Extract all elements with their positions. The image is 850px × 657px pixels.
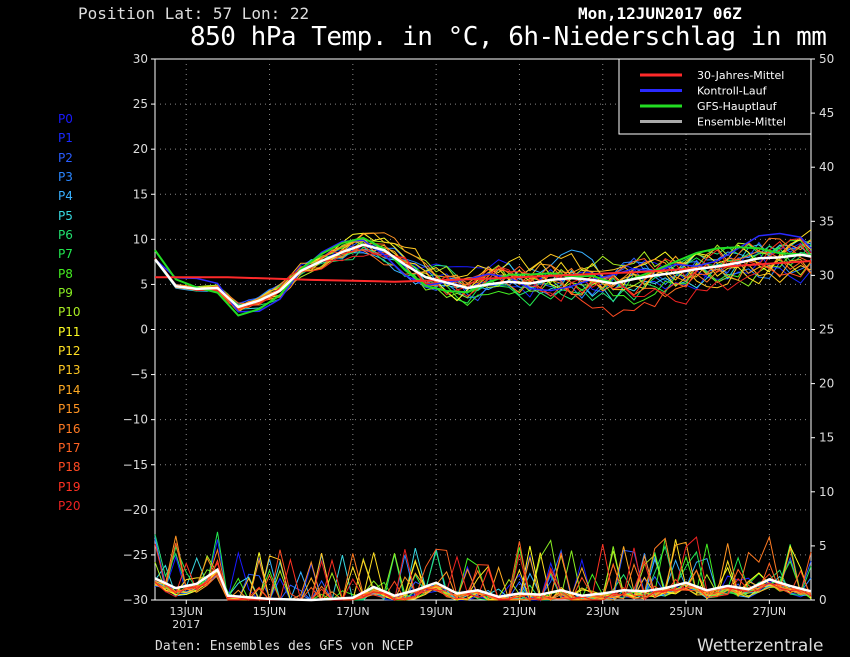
member-label: P7: [58, 247, 73, 262]
legend-label: Ensemble-Mittel: [697, 116, 786, 129]
member-label: P2: [58, 150, 73, 165]
y-right-tick-label: 50: [819, 52, 834, 66]
x-tick-label: 19JUN: [419, 605, 453, 618]
y-left-tick-label: −20: [123, 503, 148, 517]
member-precip-line: [154, 543, 812, 601]
y-left-tick-label: −5: [130, 368, 148, 382]
member-label: P13: [58, 363, 81, 378]
y-left-tick-label: −30: [123, 593, 148, 607]
x-tick-label: 25JUN: [669, 605, 703, 618]
grid-lines: [155, 59, 811, 600]
y-left-tick-label: 10: [133, 232, 148, 246]
member-label: P15: [58, 402, 81, 417]
legend-label: Kontroll-Lauf: [697, 85, 768, 98]
member-temp-line: [154, 237, 812, 305]
y-right-tick-label: 45: [819, 106, 834, 120]
x-tick-label: 13JUN: [169, 605, 203, 618]
y-left-tick-label: 0: [140, 323, 148, 337]
main-series-lines: [154, 232, 812, 602]
member-label: P4: [58, 189, 73, 204]
chart-legend: 30-Jahres-Mittel Kontroll-Lauf GFS-Hauptla…: [618, 58, 812, 135]
ensemble-mean-precip-line: [154, 567, 812, 602]
member-label: P6: [58, 228, 73, 243]
member-label: P20: [58, 498, 81, 513]
y-left-tick-label: −10: [123, 413, 148, 427]
member-temp-line: [154, 229, 812, 311]
member-label: P17: [58, 440, 81, 455]
y-right-tick-label: 40: [819, 160, 834, 174]
control-run-line: [154, 232, 812, 313]
y-right-tick-label: 35: [819, 214, 834, 228]
y-left-tick-label: −25: [123, 548, 148, 562]
y-left-tick-label: 15: [133, 187, 148, 201]
y-right-tick-label: 20: [819, 377, 834, 391]
chart-title: 850 hPa Temp. in °C, 6h-Niederschlag in …: [190, 22, 827, 52]
x-tick-label: 17JUN: [336, 605, 370, 618]
member-precip-line: [154, 541, 812, 601]
footer-source: Daten: Ensembles des GFS von NCEP: [155, 639, 414, 654]
y-right-tick-label: 10: [819, 485, 834, 499]
member-label: P12: [58, 344, 81, 359]
y-left-tick-label: 30: [133, 52, 148, 66]
y-right-tick-label: 0: [819, 593, 827, 607]
y-right-tick-label: 30: [819, 268, 834, 282]
header-position: Position Lat: 57 Lon: 22: [78, 4, 310, 23]
member-label: P9: [58, 286, 73, 301]
member-temp-line: [154, 240, 812, 313]
x-tick-label: 15JUN: [253, 605, 287, 618]
member-label: P14: [58, 382, 81, 397]
footer-brand: Wetterzentrale: [697, 636, 824, 656]
x-tick-label: 27JUN: [753, 605, 787, 618]
y-right-tick-label: 15: [819, 431, 834, 445]
y-right-tick-label: 25: [819, 323, 834, 337]
legend-label: GFS-Hauptlauf: [697, 100, 778, 113]
y-left-tick-label: 5: [140, 277, 148, 291]
plot-frame: [154, 58, 812, 601]
member-label: P8: [58, 266, 73, 281]
y-left-tick-label: 25: [133, 97, 148, 111]
ensemble-mean-line: [154, 243, 812, 309]
member-label: P19: [58, 479, 81, 494]
legend-label: 30-Jahres-Mittel: [697, 69, 784, 82]
member-label: P10: [58, 305, 81, 320]
member-label: P5: [58, 208, 73, 223]
x-tick-label: 23JUN: [586, 605, 620, 618]
y-left-tick-label: −15: [123, 458, 148, 472]
member-label: P0: [58, 112, 73, 126]
member-list: P0 P1 P2 P3 P4 P5 P6 P7 P8 P9 P10 P11 P12 P13 P14 P15 P1…: [58, 110, 81, 516]
header-date: Mon,12JUN2017 06Z: [578, 4, 742, 23]
y-left-tick-label: 20: [133, 142, 148, 156]
member-label: P11: [58, 324, 81, 339]
y-right-tick-label: 5: [819, 539, 827, 553]
plot-border: [154, 58, 812, 601]
member-temp-line: [154, 238, 812, 308]
member-label: P3: [58, 170, 73, 185]
member-label: P16: [58, 421, 81, 436]
gfs-main-run-line: [154, 236, 812, 317]
member-label: P18: [58, 460, 81, 475]
axis-tick-labels: −30 −25 −20 −15 −10 −5 0 5 10 15 20 25 30 0 5 10 15 20 25 3…: [123, 52, 835, 631]
member-precip-line: [154, 536, 812, 601]
x-tick-label: 21JUN: [503, 605, 537, 618]
member-label: P1: [58, 131, 73, 146]
x-tick-label: 2017: [172, 618, 200, 631]
